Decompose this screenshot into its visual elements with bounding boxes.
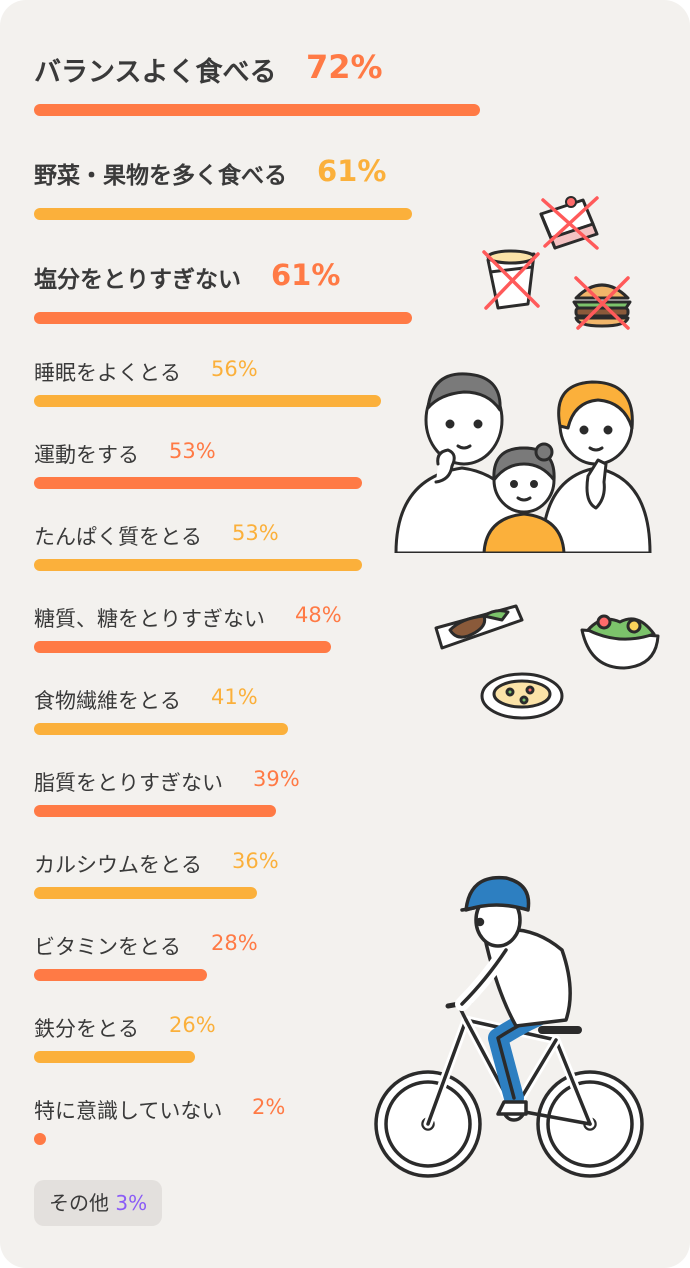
bar-label: 糖質、糖をとりすぎない [34,607,265,631]
crossed-out-cake-icon [539,196,599,250]
bar-value-label: 48% [295,603,342,627]
other-label: その他 [49,1191,109,1215]
bar-value-label: 26% [169,1013,216,1037]
crossed-out-burger-icon [572,276,632,330]
bar-value-label: 61% [271,258,341,292]
crossed-out-cup-noodle-icon [482,249,540,310]
bar [34,1051,196,1063]
bar-label: 運動をする [34,443,139,467]
bar [34,477,363,489]
bar-label: 野菜・果物を多く食べる [34,163,287,189]
bar [34,312,412,324]
bar-value-label: 53% [169,439,216,463]
bar-value-label: 2% [252,1095,286,1119]
other-value: 3% [115,1191,148,1215]
bar [34,723,288,735]
bar [34,208,412,220]
bar [34,104,480,116]
cyclist-illustration [374,875,644,1178]
bar [34,805,276,817]
other-badge: その他 3% [34,1180,163,1226]
bar-value-label: 39% [253,767,300,791]
bar [34,559,363,571]
bar [34,1133,47,1145]
bar-label: ビタミンをとる [34,935,181,959]
bar-value-label: 28% [211,931,258,955]
bar-label: バランスよく食べる [34,57,277,88]
bar [34,969,208,981]
bar-value-label: 53% [232,521,279,545]
bar-label: 睡眠をよくとる [34,361,181,385]
salad-bowl-icon [580,614,660,670]
bar-label: たんぱく質をとる [34,525,202,549]
pasta-plate-icon [480,672,564,720]
bar-value-label: 41% [211,685,258,709]
grilled-fish-plate-icon [434,604,524,650]
bar-label: 食物繊維をとる [34,689,181,713]
bar-value-label: 56% [211,357,258,381]
bar [34,395,381,407]
family-illustration [394,372,652,553]
bar [34,887,257,899]
bar-label: 塩分をとりすぎない [34,267,241,293]
bar-value-label: 72% [306,48,383,86]
bar-label: 鉄分をとる [34,1017,139,1041]
bar-value-label: 36% [232,849,279,873]
bar-label: 特に意識していない [34,1099,223,1123]
bar-value-label: 61% [317,154,387,188]
bar-label: 脂質をとりすぎない [34,771,223,795]
bar-label: カルシウムをとる [34,853,202,877]
bar [34,641,332,653]
